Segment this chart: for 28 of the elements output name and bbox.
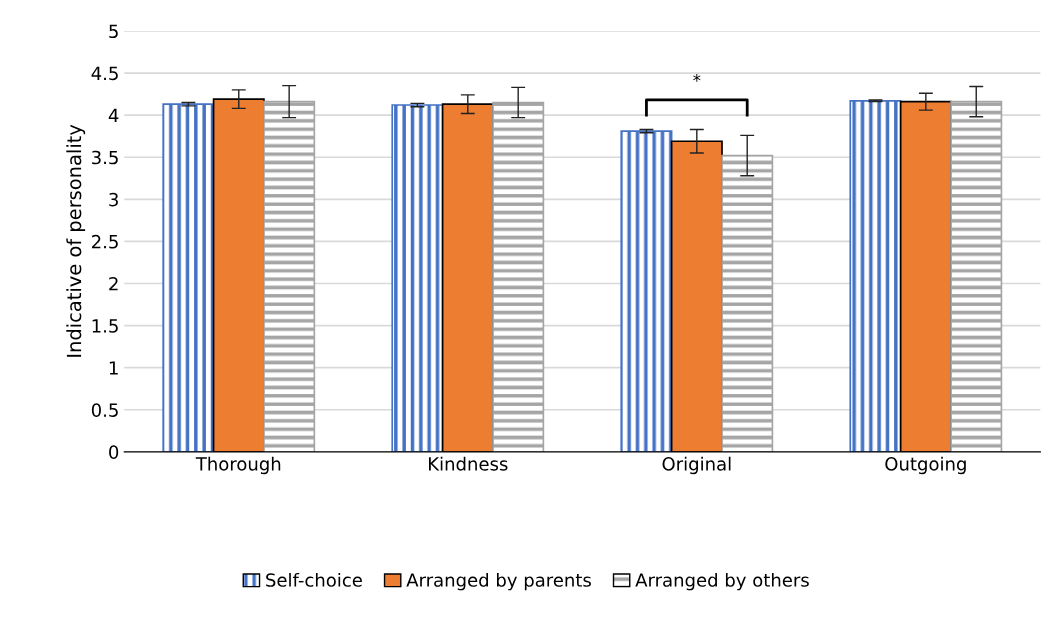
bar	[391, 104, 444, 452]
y-tick-label: 0.5	[91, 403, 118, 417]
bar	[849, 99, 902, 452]
bar	[162, 103, 215, 452]
y-tick-label: 1	[109, 361, 118, 375]
y-tick-label: 0	[109, 445, 119, 459]
legend-label: Arranged by parents	[406, 572, 591, 591]
bar	[950, 100, 1003, 452]
y-tick-label: 2.5	[92, 234, 118, 249]
y-tick-label: 1.5	[92, 319, 118, 333]
y-tick-label: 3	[109, 192, 118, 207]
y-tick-label: 4.5	[91, 66, 118, 81]
y-tick-label: 3.5	[92, 150, 118, 165]
legend-label: Arranged by others	[635, 572, 809, 591]
x-tick-label: Outgoing	[885, 456, 966, 475]
x-tick-label: Thorough	[195, 456, 281, 475]
y-tick-label: 4	[108, 108, 119, 122]
bar	[263, 100, 316, 452]
y-tick-label: 5	[109, 24, 118, 39]
annotation: *	[693, 74, 701, 82]
legend-label: Self-choice	[266, 572, 362, 587]
x-tick-label: Kindness	[429, 456, 508, 471]
bar	[492, 101, 545, 452]
bar	[620, 130, 673, 452]
bar	[721, 154, 774, 452]
y-tick-label: 2	[109, 276, 118, 291]
x-tick-label: Original	[662, 456, 731, 475]
y-axis-title: Indicative of personality	[66, 124, 86, 357]
